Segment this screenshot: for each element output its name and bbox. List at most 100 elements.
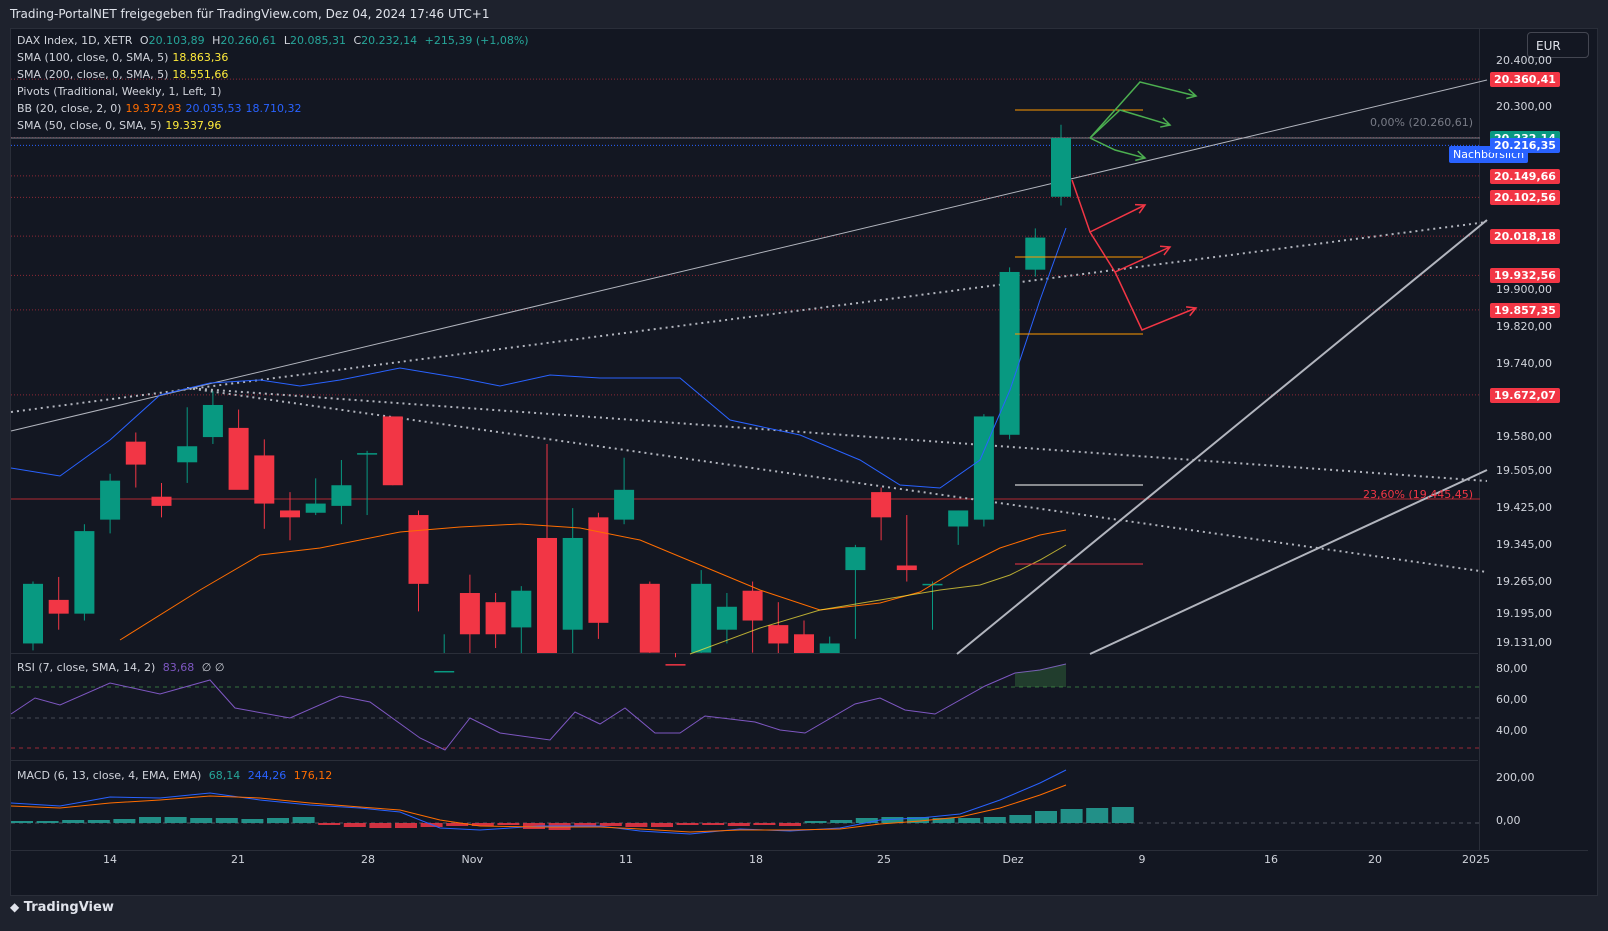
legend-close: 20.232,14 [361,34,418,47]
tradingview-logo[interactable]: ◆ TradingView [10,900,114,915]
legend-change: +215,39 (+1,08%) [424,34,529,47]
scenario-arrow [1071,179,1146,234]
macd-histogram-bar [1009,815,1032,823]
candle-body [588,517,609,623]
legend-pivots[interactable]: Pivots (Traditional, Weekly, 1, Left, 1) [17,83,533,100]
trendline-dotted [186,387,1488,573]
indicator-tick-label: 0,00 [1496,814,1521,827]
macd-histogram-bar [190,818,213,823]
scenario-arrowhead [1134,203,1147,214]
macd-histogram-bar [318,823,341,825]
footer-brand: TradingView [23,900,114,915]
time-tick-label: Nov [461,853,483,866]
candle-body [819,643,840,653]
candle-body [408,515,429,584]
macd-histogram-bar [727,823,750,826]
legend-main: DAX Index, 1D, XETR O20.103,89 H20.260,6… [17,32,533,134]
macd-histogram-bar [343,823,366,827]
price-label: 19.672,07 [1490,387,1560,403]
scenario-arrow [1089,81,1197,139]
macd-histogram-bar [1111,807,1134,823]
time-tick-label: 18 [749,853,763,866]
legend-bb-label: BB (20, close, 2, 0) [17,102,122,115]
candle-body [691,583,712,653]
scenario-arrowhead [1135,150,1147,162]
indicator-tick-label: 60,00 [1496,693,1528,706]
chart-area[interactable] [10,28,1598,896]
axis-separator [11,850,1588,851]
scenario-arrow [1114,271,1197,331]
legend-macd-label: MACD (6, 13, close, 4, EMA, EMA) [17,769,202,782]
macd-histogram-bar [87,820,110,823]
macd-histogram-bar [932,818,955,823]
macd-histogram-bar [574,823,597,827]
legend-macd[interactable]: MACD (6, 13, close, 4, EMA, EMA) 68,14 2… [17,767,336,784]
legend-bb-upper: 20.035,53 [185,102,242,115]
scenario-arrowhead [1186,88,1198,100]
macd-histogram-bar [215,818,238,823]
macd-histogram-bar [779,823,801,826]
macd-histogram-bar [11,821,33,823]
candle-body [459,593,480,635]
legend-macd-hist: 176,12 [293,769,333,782]
legend-sma50-label: SMA (50, close, 0, SMA, 5) [17,119,162,132]
legend-low: 20.085,31 [289,34,346,47]
time-tick-label: 21 [231,853,245,866]
macd-histogram-bar [855,818,878,823]
legend-macd-value: 68,14 [208,769,241,782]
macd-histogram-bar [804,821,827,823]
legend-rsi[interactable]: RSI (7, close, SMA, 14, 2) 83,68 ∅ ∅ [17,659,228,676]
candle-body [716,606,737,630]
chart-header: Trading-PortalNET freigegeben für Tradin… [0,0,1608,28]
candle-body [382,416,403,486]
time-tick-label: 2025 [1462,853,1490,866]
trendline-dotted [10,221,1488,413]
legend-macd-signal: 244,26 [247,769,287,782]
candle-body [973,416,994,520]
indicator-tick-label: 40,00 [1496,724,1528,737]
price-label: 20.216,35 [1490,138,1560,154]
candle-body [511,590,532,628]
macd-histogram-bar [830,820,853,823]
legend-symbol: DAX Index, 1D, XETR [17,34,133,47]
price-label: 20.149,66 [1490,168,1560,184]
legend-sma50[interactable]: SMA (50, close, 0, SMA, 5) 19.337,96 [17,117,533,134]
legend-sma200-value: 18.551,66 [172,68,229,81]
candle-body [280,510,300,518]
macd-histogram-bar [881,817,904,823]
candle-body [999,271,1020,435]
candle-body [665,664,686,666]
candle-body [74,531,95,614]
macd-histogram-bar [139,817,161,823]
legend-bb[interactable]: BB (20, close, 2, 0) 19.372,93 20.035,53 18… [17,100,533,117]
macd-histogram-bar [958,818,981,823]
price-tick-label: 19.900,00 [1496,283,1552,297]
trendline-dotted [186,387,1488,482]
candle-body [331,485,352,506]
time-tick-label: 28 [361,853,375,866]
macd-histogram-bar [907,817,929,823]
fib-0-label: 0,00% (20.260,61) [1370,116,1474,129]
price-label: 20.360,41 [1490,72,1560,88]
scenario-arrowhead [1160,117,1172,128]
candle-body [871,492,892,518]
macd-histogram-bar [676,823,699,825]
candle-body [948,510,969,527]
bollinger-upper [10,227,1067,489]
macd-histogram-bar [1086,808,1109,823]
time-tick-label: Dez [1002,853,1024,866]
currency-button[interactable]: EUR [1527,32,1589,58]
legend-sma200[interactable]: SMA (200, close, 0, SMA, 5) 18.551,66 [17,66,533,83]
sma50-line [689,544,1067,655]
axis-separator [1479,29,1480,851]
scenario-arrow [1089,137,1146,159]
macd-histogram-bar [625,823,648,827]
legend-sma100[interactable]: SMA (100, close, 0, SMA, 5) 18.863,36 [17,49,533,66]
scenario-arrowhead [1159,245,1172,256]
macd-histogram-bar [395,823,417,828]
macd-histogram-bar [62,820,85,823]
candle-body [23,583,43,644]
candle-body [434,670,455,673]
scenario-arrowhead [1185,306,1198,317]
